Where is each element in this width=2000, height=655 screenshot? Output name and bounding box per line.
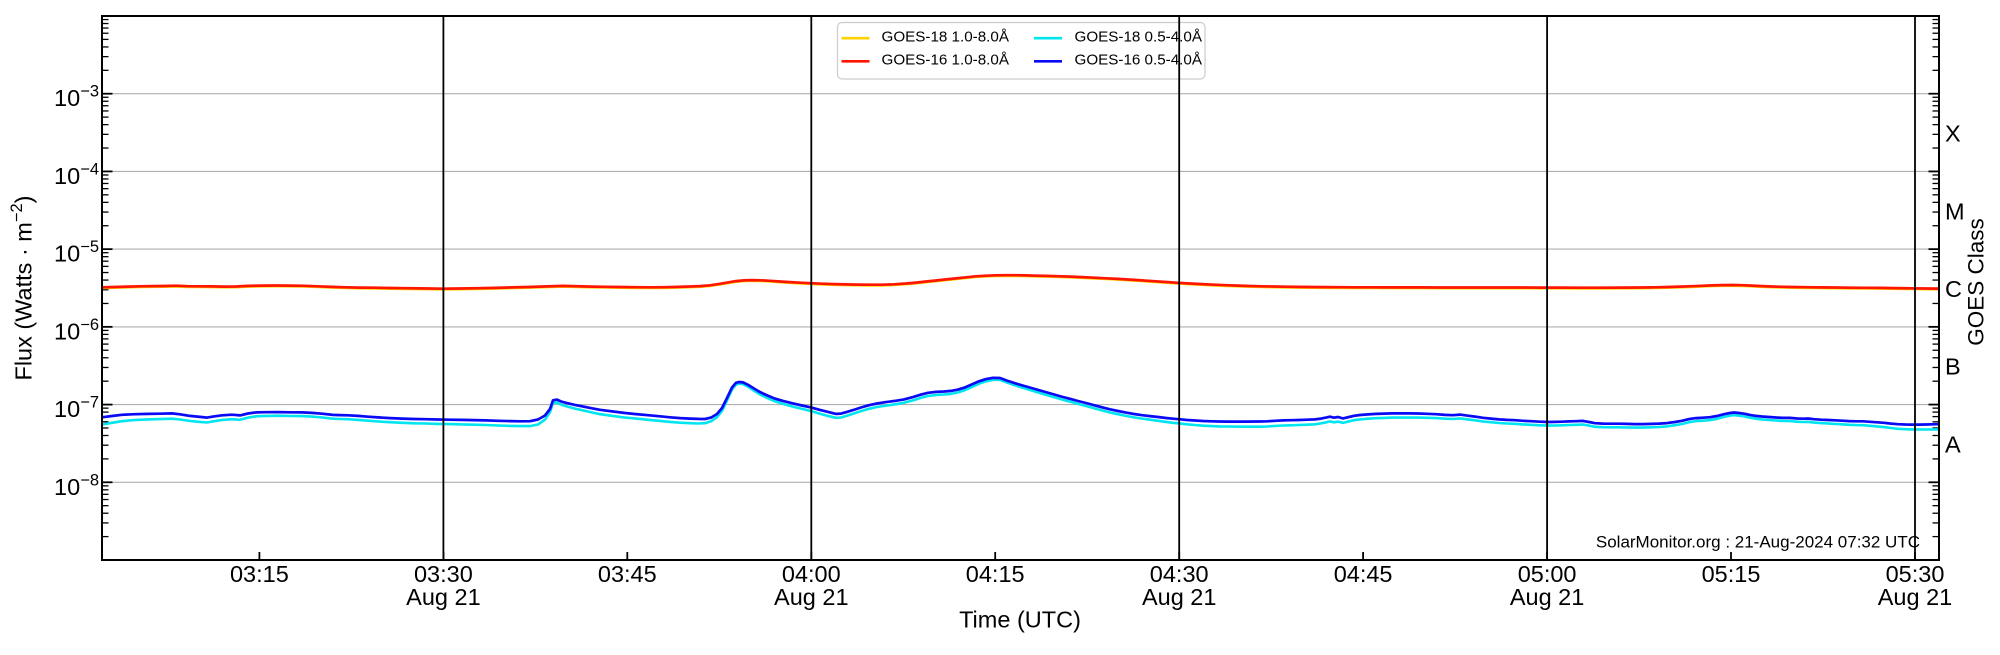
svg-text:Time (UTC): Time (UTC) [959,607,1081,633]
svg-text:03:30: 03:30 [414,561,473,587]
svg-text:GOES-18 1.0-8.0Å: GOES-18 1.0-8.0Å [882,28,1010,45]
svg-text:Aug 21: Aug 21 [1142,584,1216,610]
svg-text:10−8: 10−8 [54,471,99,500]
svg-text:10−4: 10−4 [54,160,99,189]
svg-text:04:45: 04:45 [1334,561,1393,587]
svg-text:04:15: 04:15 [966,561,1025,587]
svg-text:GOES Class: GOES Class [1964,218,1989,346]
svg-text:GOES-18 0.5-4.0Å: GOES-18 0.5-4.0Å [1075,28,1203,45]
svg-text:05:00: 05:00 [1518,561,1577,587]
svg-text:03:15: 03:15 [230,561,289,587]
svg-text:05:30: 05:30 [1886,561,1945,587]
svg-text:A: A [1945,431,1961,457]
svg-text:GOES-16 0.5-4.0Å: GOES-16 0.5-4.0Å [1075,52,1203,69]
svg-text:C: C [1945,276,1962,302]
svg-text:03:45: 03:45 [598,561,657,587]
svg-text:04:30: 04:30 [1150,561,1209,587]
svg-text:10−3: 10−3 [54,83,99,112]
svg-text:Flux (Watts · m−2): Flux (Watts · m−2) [8,195,37,380]
svg-text:M: M [1945,198,1965,224]
svg-text:GOES-16 1.0-8.0Å: GOES-16 1.0-8.0Å [882,52,1010,69]
svg-text:X: X [1945,121,1961,147]
svg-text:04:00: 04:00 [782,561,841,587]
svg-text:SolarMonitor.org : 21-Aug-2024: SolarMonitor.org : 21-Aug-2024 07:32 UTC [1596,533,1920,552]
svg-text:B: B [1945,354,1961,380]
svg-text:Aug 21: Aug 21 [406,584,480,610]
svg-text:Aug 21: Aug 21 [774,584,848,610]
svg-text:Aug 21: Aug 21 [1510,584,1584,610]
svg-text:Aug 21: Aug 21 [1878,584,1952,610]
svg-text:05:15: 05:15 [1702,561,1761,587]
